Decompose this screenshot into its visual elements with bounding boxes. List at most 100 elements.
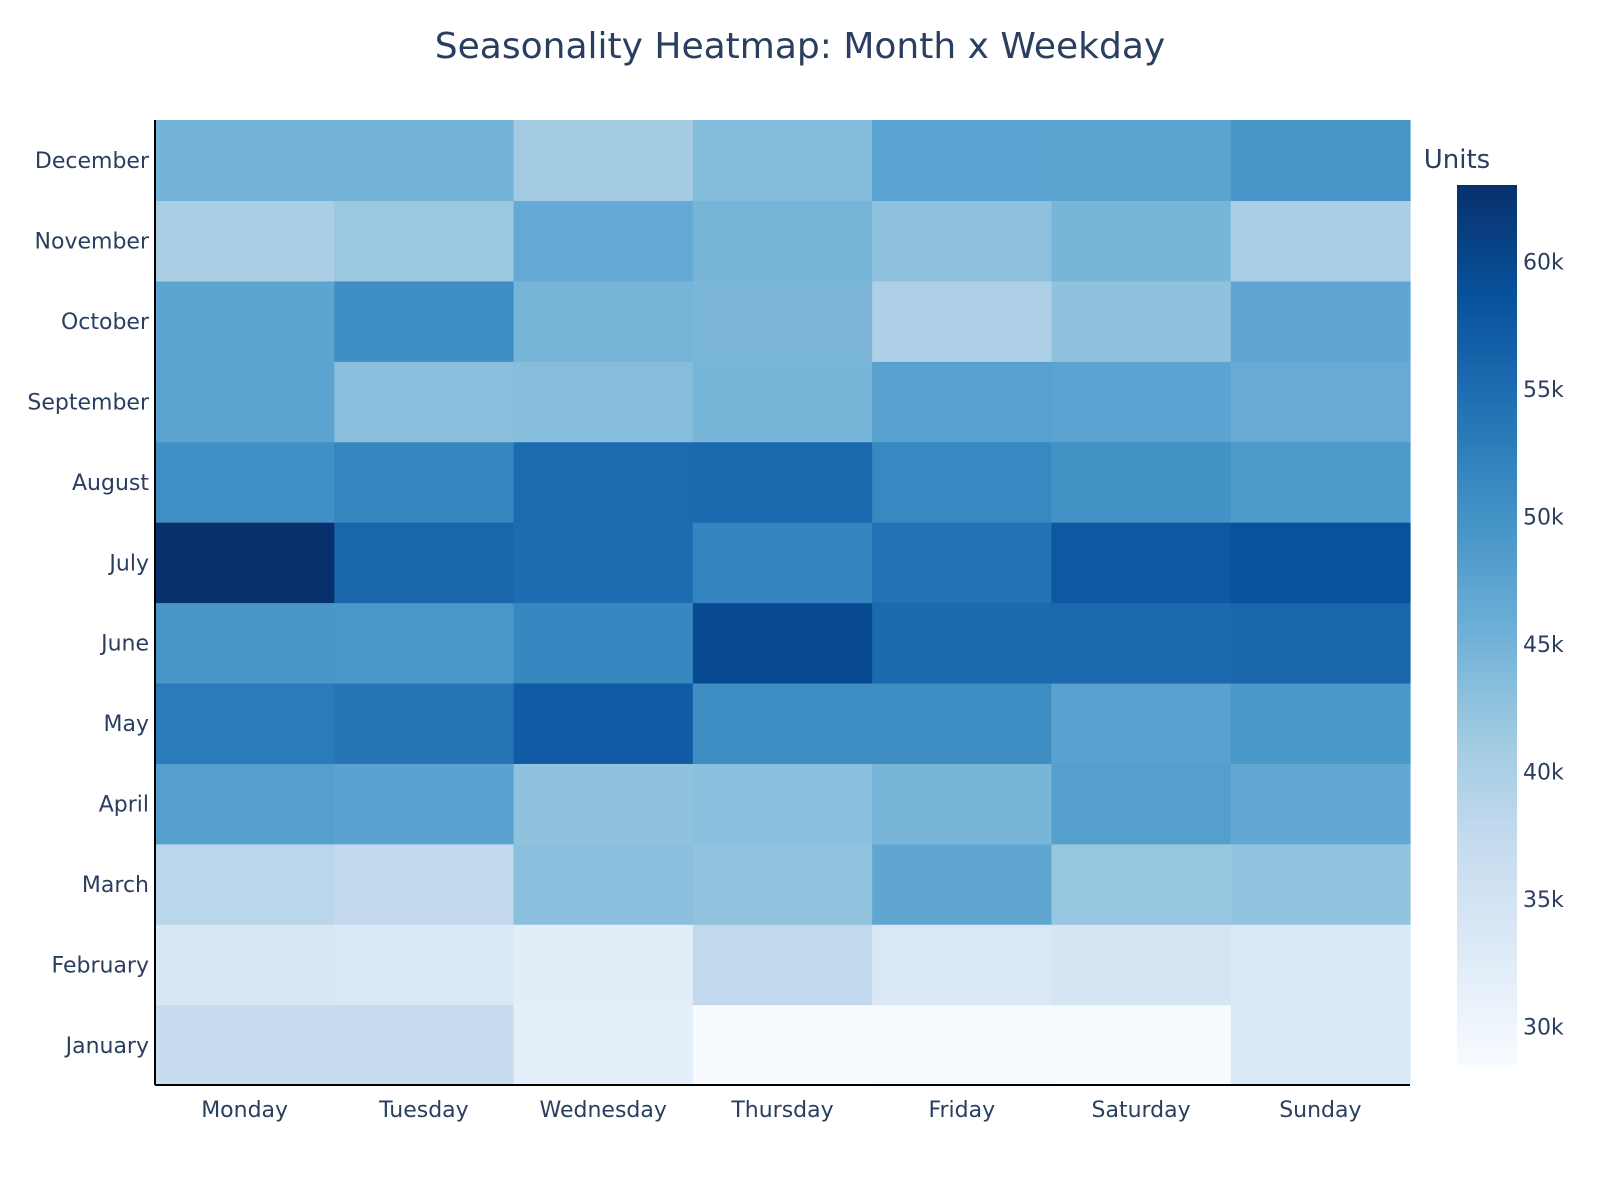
heatmap-cell (692, 361, 873, 443)
colorbar-tick-label: 50k (1523, 506, 1564, 531)
heatmap-cell (1230, 1004, 1411, 1086)
heatmap-cell (872, 763, 1053, 845)
heatmap-cell (1230, 924, 1411, 1006)
heatmap-cell (334, 763, 515, 845)
heatmap-cell (1051, 120, 1232, 202)
colorbar-tick-label: 55k (1523, 378, 1564, 403)
heatmap-cell (1051, 924, 1232, 1006)
heatmap-cell (155, 843, 335, 925)
heatmap-cells (155, 120, 1411, 1086)
colorbar-tick-label: 60k (1523, 251, 1564, 276)
heatmap-cell (692, 682, 873, 764)
heatmap-cell (513, 200, 694, 282)
heatmap-cell (513, 843, 694, 925)
y-tick-label: May (104, 712, 149, 737)
heatmap-cell (155, 120, 335, 202)
heatmap-cell (513, 602, 694, 684)
x-tick-label: Friday (928, 1098, 995, 1123)
colorbar-tick-label: 35k (1523, 888, 1564, 913)
heatmap-cell (513, 441, 694, 523)
heatmap-cell (872, 280, 1053, 362)
heatmap-cell (1051, 843, 1232, 925)
heatmap-cell (513, 120, 694, 202)
heatmap-cell (155, 280, 335, 362)
heatmap-cell (872, 522, 1053, 604)
y-tick-label: April (99, 793, 149, 818)
y-tick-label: July (107, 551, 149, 576)
heatmap-cell (1051, 200, 1232, 282)
heatmap-cell (872, 200, 1053, 282)
heatmap-cell (1051, 280, 1232, 362)
heatmap-cell (692, 200, 873, 282)
heatmap-cell (334, 441, 515, 523)
heatmap-cell (513, 763, 694, 845)
x-axis-tick-labels: Monday Tuesday Wednesday Thursday Friday Satu… (201, 1098, 1361, 1123)
heatmap-cell (1230, 522, 1411, 604)
y-tick-label: September (27, 390, 150, 415)
heatmap-cell (1230, 441, 1411, 523)
y-tick-label: January (64, 1034, 149, 1059)
heatmap-cell (872, 602, 1053, 684)
x-tick-label: Tuesday (378, 1098, 469, 1123)
y-tick-label: February (52, 953, 150, 978)
colorbar-tick-label: 45k (1523, 633, 1564, 658)
heatmap-cell (334, 682, 515, 764)
heatmap-cell (1230, 843, 1411, 925)
colorbar-tick-label: 40k (1523, 761, 1564, 786)
heatmap-cell (872, 361, 1053, 443)
heatmap-cell (872, 843, 1053, 925)
heatmap-cell (692, 522, 873, 604)
y-tick-label: June (99, 632, 149, 657)
heatmap-cell (1230, 120, 1411, 202)
heatmap-cell (334, 280, 515, 362)
x-tick-label: Thursday (730, 1098, 833, 1123)
y-tick-label: March (82, 873, 149, 898)
heatmap-cell (334, 200, 515, 282)
x-tick-label: Wednesday (540, 1098, 667, 1123)
heatmap-cell (155, 1004, 335, 1086)
y-tick-label: December (35, 149, 150, 174)
y-axis-tick-labels: January February March April May June July Augu… (27, 149, 150, 1059)
heatmap-cell (334, 602, 515, 684)
heatmap-cell (692, 843, 873, 925)
colorbar-title: Units (1424, 145, 1490, 175)
heatmap-cell (692, 441, 873, 523)
heatmap-cell (872, 682, 1053, 764)
heatmap-cell (155, 441, 335, 523)
heatmap-cell (155, 924, 335, 1006)
heatmap-cell (692, 602, 873, 684)
heatmap-cell (155, 200, 335, 282)
heatmap-cell (872, 441, 1053, 523)
heatmap-cell (872, 924, 1053, 1006)
heatmap-cell (1051, 1004, 1232, 1086)
heatmap-cell (334, 522, 515, 604)
heatmap-cell (872, 1004, 1053, 1086)
heatmap-cell (155, 763, 335, 845)
heatmap-cell (334, 361, 515, 443)
y-tick-label: October (61, 310, 150, 335)
heatmap-cell (692, 924, 873, 1006)
heatmap-cell (513, 1004, 694, 1086)
heatmap-cell (1051, 361, 1232, 443)
heatmap-cell (692, 763, 873, 845)
heatmap-cell (1051, 602, 1232, 684)
heatmap-cell (872, 120, 1053, 202)
heatmap-cell (1230, 200, 1411, 282)
heatmap-cell (513, 682, 694, 764)
heatmap-cell (155, 682, 335, 764)
y-tick-label: August (72, 471, 149, 496)
heatmap-cell (1230, 763, 1411, 845)
heatmap-cell (334, 1004, 515, 1086)
colorbar (1457, 185, 1517, 1065)
chart-title: Seasonality Heatmap: Month x Weekday (435, 26, 1165, 67)
heatmap-cell (513, 522, 694, 604)
heatmap-cell (513, 361, 694, 443)
heatmap-cell (1051, 763, 1232, 845)
heatmap-cell (1230, 280, 1411, 362)
colorbar-tick-label: 30k (1523, 1016, 1564, 1041)
heatmap-cell (692, 280, 873, 362)
heatmap-cell (334, 843, 515, 925)
y-tick-label: November (35, 230, 150, 255)
heatmap-cell (334, 120, 515, 202)
